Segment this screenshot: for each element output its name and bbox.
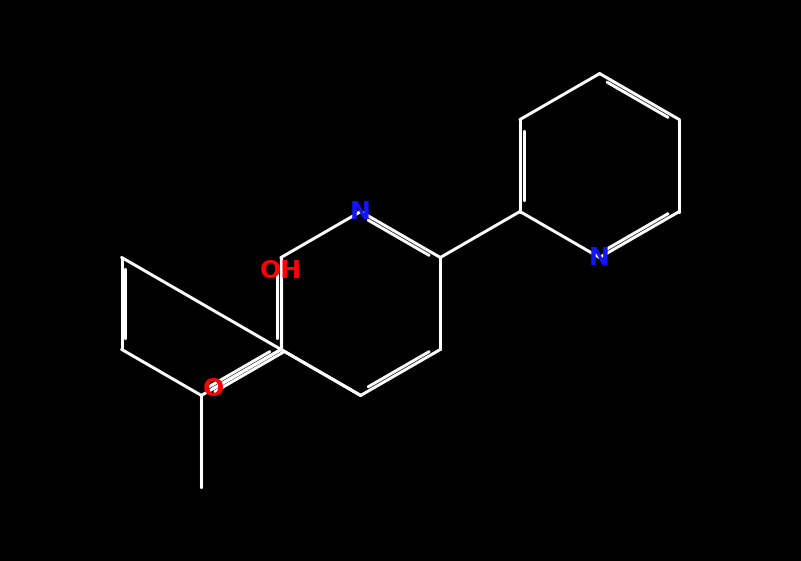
Text: N: N bbox=[590, 246, 610, 269]
Text: O: O bbox=[203, 376, 224, 401]
Text: N: N bbox=[350, 200, 371, 223]
Text: OH: OH bbox=[260, 259, 302, 283]
